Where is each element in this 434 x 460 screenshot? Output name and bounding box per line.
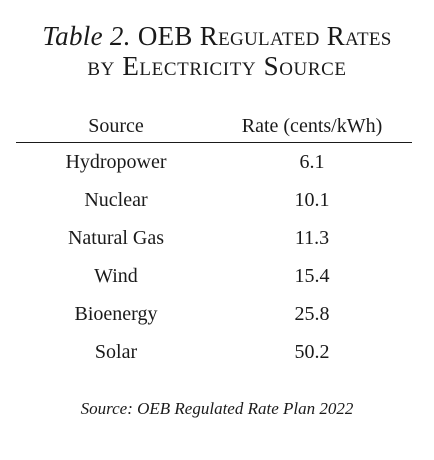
source-cell: Wind	[94, 265, 138, 287]
table-title-main: OEB Regulated Rates	[137, 21, 392, 51]
table-body: Hydropower 6.1 Nuclear 10.1 Natural Gas …	[0, 148, 434, 376]
rate-cell: 25.8	[294, 303, 330, 325]
source-cell: Hydropower	[65, 151, 167, 173]
table-row: Hydropower 6.1	[0, 148, 434, 186]
rate-cell: 15.4	[294, 265, 330, 287]
table-row: Wind 15.4	[0, 262, 434, 300]
table-row: Solar 50.2	[0, 338, 434, 376]
rate-cell: 11.3	[294, 227, 330, 249]
source-note: Source: OEB Regulated Rate Plan 2022	[80, 399, 354, 418]
header-rule	[16, 142, 412, 143]
table-number: Table 2.	[42, 21, 131, 51]
table-title-line-1: Table 2. OEB Regulated Rates	[0, 20, 434, 52]
rate-cell: 10.1	[294, 189, 330, 211]
column-header-rate: Rate (cents/kWh)	[241, 115, 383, 137]
rate-cell: 6.1	[299, 151, 325, 173]
rate-cell: 50.2	[294, 341, 330, 363]
table-row: Nuclear 10.1	[0, 186, 434, 224]
source-cell: Natural Gas	[67, 227, 165, 249]
table-title-line-2: by Electricity Source	[87, 51, 347, 81]
source-cell: Bioenergy	[74, 303, 158, 325]
table-row: Bioenergy 25.8	[0, 300, 434, 338]
source-cell: Solar	[94, 341, 138, 363]
source-cell: Nuclear	[84, 189, 148, 211]
column-header-source: Source	[88, 115, 144, 137]
table-row: Natural Gas 11.3	[0, 224, 434, 262]
